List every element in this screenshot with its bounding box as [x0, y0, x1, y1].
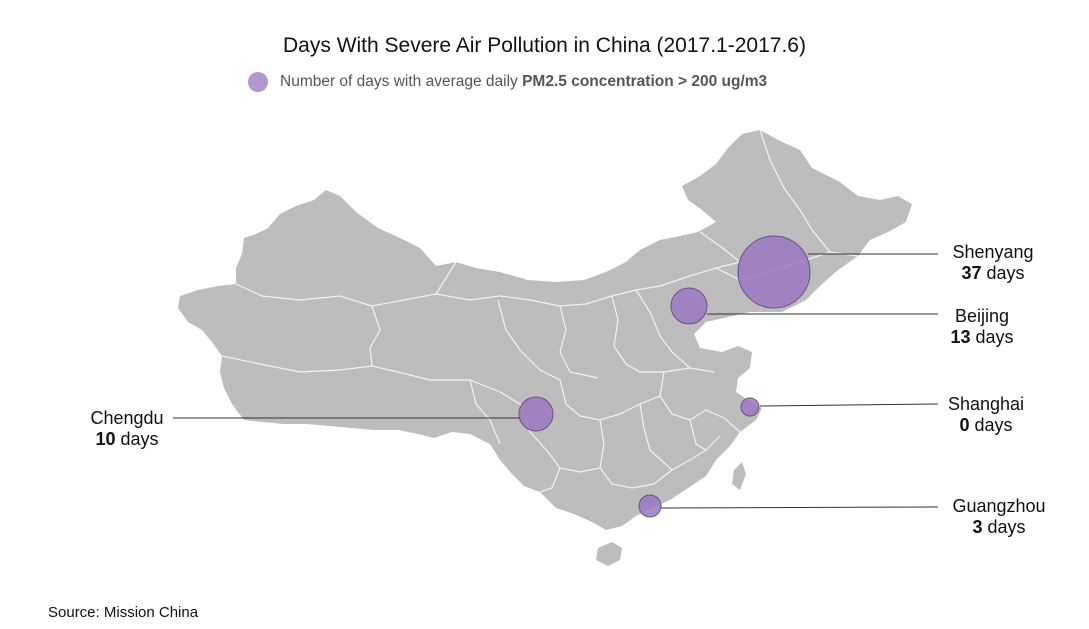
city-days: 37 days [938, 263, 1048, 284]
hainan-island-shape [596, 542, 622, 566]
days-value: 37 [961, 263, 982, 283]
legend-text: Number of days with average daily PM2.5 … [280, 73, 767, 91]
source-note: Source: Mission China [48, 604, 199, 621]
legend-marker [248, 72, 268, 92]
city-name: Chengdu [90, 408, 164, 428]
days-value: 13 [950, 327, 971, 347]
leader-line-guangzhou [660, 506, 939, 509]
label-shenyang: Shenyang 37 days [938, 242, 1048, 284]
city-days: 0 days [938, 415, 1034, 436]
days-unit: days [974, 415, 1013, 435]
city-days: 10 days [78, 429, 176, 450]
bubble-guangzhou[interactable] [638, 494, 662, 518]
label-shanghai: Shanghai 0 days [938, 394, 1034, 436]
days-unit: days [975, 327, 1014, 347]
label-beijing: Beijing 13 days [938, 306, 1026, 348]
label-guangzhou: Guangzhou 3 days [938, 496, 1060, 538]
taiwan-island-shape [732, 462, 746, 490]
china-mainland-shape [178, 130, 912, 530]
bubble-beijing[interactable] [670, 287, 708, 325]
city-name: Beijing [954, 306, 1010, 326]
days-value: 3 [972, 517, 983, 537]
label-chengdu: Chengdu 10 days [78, 408, 176, 450]
days-unit: days [986, 263, 1025, 283]
days-value: 10 [95, 429, 116, 449]
leader-line-shanghai [759, 403, 939, 407]
legend-bold: PM2.5 concentration > 200 ug/m3 [522, 73, 768, 90]
days-value: 0 [959, 415, 970, 435]
days-unit: days [120, 429, 159, 449]
pollution-bubbles [518, 235, 811, 518]
city-name: Shenyang [952, 242, 1034, 262]
legend: Number of days with average daily PM2.5 … [248, 72, 767, 92]
legend-prefix: Number of days with average daily [280, 73, 523, 90]
bubble-shanghai[interactable] [740, 397, 760, 417]
city-days: 3 days [938, 517, 1060, 538]
bubble-chengdu[interactable] [518, 396, 554, 432]
city-name: Shanghai [947, 394, 1025, 414]
days-unit: days [987, 517, 1026, 537]
chart-title: Days With Severe Air Pollution in China … [283, 34, 806, 57]
leader-lines [173, 253, 939, 509]
province-borders [221, 129, 859, 493]
bubble-shenyang[interactable] [737, 235, 811, 309]
city-name: Guangzhou [952, 496, 1046, 516]
city-days: 13 days [938, 327, 1026, 348]
